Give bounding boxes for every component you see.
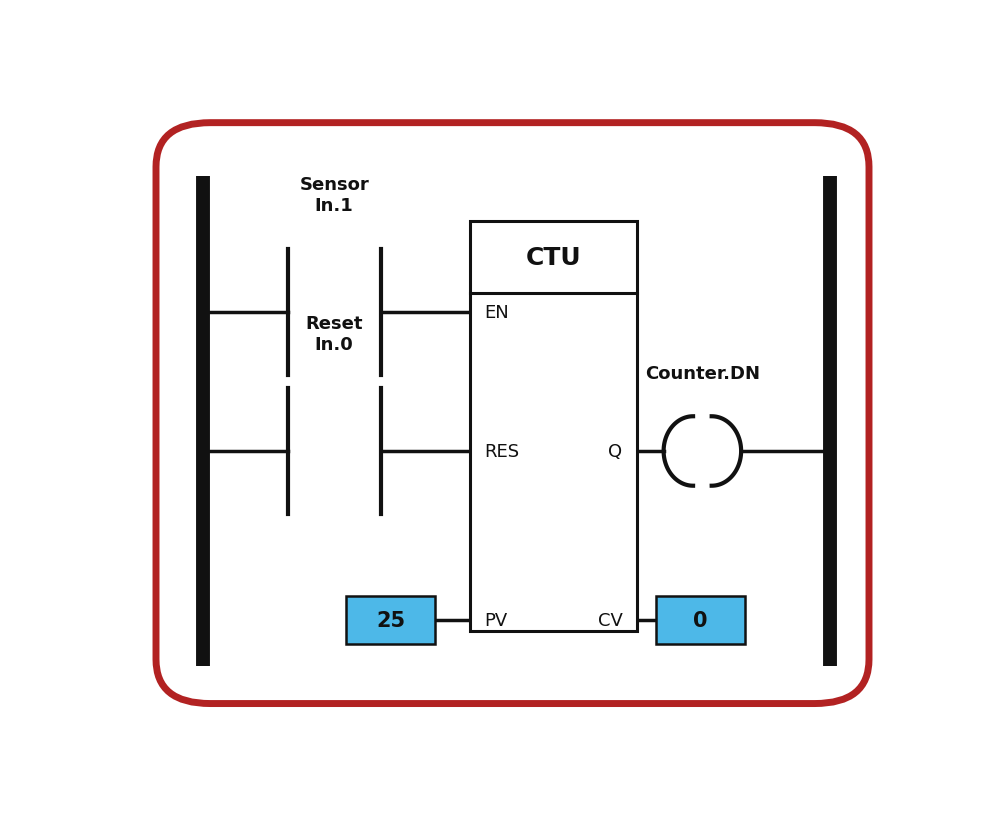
Text: CV: CV (598, 612, 623, 630)
Text: RES: RES (484, 442, 519, 460)
Bar (346, 596, 435, 644)
Text: 0: 0 (693, 610, 708, 630)
Text: EN: EN (484, 304, 509, 322)
Text: CTU: CTU (525, 246, 581, 269)
FancyBboxPatch shape (156, 124, 869, 704)
Text: Sensor
In.1: Sensor In.1 (299, 176, 369, 215)
Bar (656, 596, 745, 644)
Text: 25: 25 (376, 610, 405, 630)
Text: Q: Q (608, 442, 623, 460)
Bar (470, 221, 637, 631)
Text: Reset
In.0: Reset In.0 (306, 315, 363, 354)
Text: Counter.DN: Counter.DN (645, 364, 760, 382)
Text: PV: PV (484, 612, 507, 630)
